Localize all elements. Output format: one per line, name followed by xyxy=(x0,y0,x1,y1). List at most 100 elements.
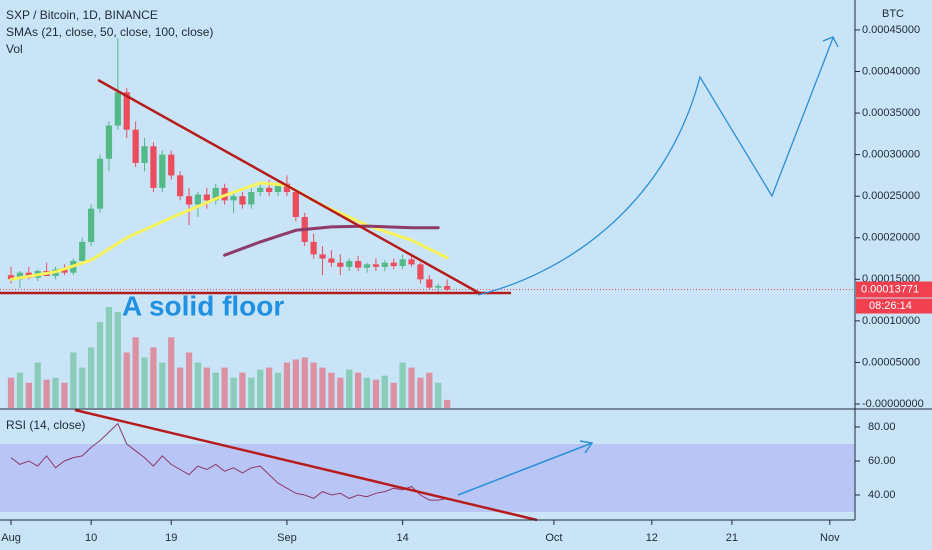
candle-body xyxy=(159,154,166,188)
volume-bar xyxy=(230,377,237,408)
volume-bar xyxy=(105,307,113,408)
candle-body xyxy=(328,258,335,263)
volume-bar xyxy=(355,372,362,408)
candle-body xyxy=(337,262,344,267)
volume-bar xyxy=(337,377,344,408)
volume-bar xyxy=(274,372,282,408)
y-tick-label: 0.00025000 xyxy=(862,190,920,202)
volume-bar xyxy=(381,375,388,408)
volume-bar xyxy=(283,362,291,408)
volume-bar xyxy=(301,357,308,408)
volume-bar xyxy=(88,347,95,408)
volume-bar xyxy=(328,372,335,408)
countdown-label: 08:26:14 xyxy=(869,300,912,312)
candle-body xyxy=(239,196,246,205)
candle-body xyxy=(319,254,326,259)
candle-body xyxy=(417,264,424,280)
candle-body xyxy=(292,192,299,217)
volume-bar xyxy=(52,377,59,408)
price-tag xyxy=(856,281,932,298)
volume-bar xyxy=(426,372,433,408)
volume-bar xyxy=(96,322,104,408)
volume-bar xyxy=(79,367,86,408)
moving-average xyxy=(223,224,440,257)
volume-bar xyxy=(417,377,424,408)
volume-bar xyxy=(372,379,380,408)
volume-bar xyxy=(292,359,299,408)
x-tick-label: Nov xyxy=(820,532,840,544)
volume-bar xyxy=(248,377,255,408)
candle-body xyxy=(177,175,184,197)
y-tick-label: 40.00 xyxy=(868,489,896,501)
candle-body xyxy=(444,285,451,290)
data-layer xyxy=(7,38,451,501)
price-tag-label: 0.00013771 xyxy=(861,283,919,295)
candle-body xyxy=(105,125,113,159)
forecast-path xyxy=(477,37,834,296)
volume-bar xyxy=(399,362,406,408)
x-tick-label: Sep xyxy=(277,532,297,544)
candle-body xyxy=(203,194,210,201)
volume-bar xyxy=(150,347,157,408)
rsi-arrowhead xyxy=(579,440,594,454)
candle-body xyxy=(132,129,139,163)
axis-label: BTC xyxy=(882,8,904,20)
x-tick-label: 14 xyxy=(397,532,409,544)
candle-body xyxy=(381,262,388,267)
volume-bar xyxy=(114,312,121,408)
candle-body xyxy=(141,146,148,163)
candle-body xyxy=(230,196,237,201)
indicator-label: SMAs (21, close, 50, close, 100, close) xyxy=(6,25,213,39)
volume-bar xyxy=(194,362,202,408)
rsi-trend-line xyxy=(74,408,538,522)
x-tick-label: 12 xyxy=(646,532,658,544)
candle-body xyxy=(372,264,380,267)
volume-bar xyxy=(168,337,175,408)
y-tick-label: 0.00010000 xyxy=(862,315,920,327)
volume-bar xyxy=(266,367,273,408)
y-tick-label: 0.00020000 xyxy=(862,232,920,244)
volume-bar xyxy=(319,367,326,408)
volume-bar xyxy=(239,372,246,408)
trend-line xyxy=(97,78,482,296)
countdown-tag xyxy=(856,298,932,314)
chart-title: SXP / Bitcoin, 1D, BINANCE xyxy=(6,8,158,22)
candle-body xyxy=(426,279,433,288)
candle-body xyxy=(185,196,193,205)
volume-bar xyxy=(212,372,219,408)
candle-body xyxy=(61,269,68,273)
front-layer: 0.00045000 0.00040000 0.00035000 0.00030000… xyxy=(1,24,932,544)
volume-bar xyxy=(25,382,32,408)
x-tick-label: Aug xyxy=(1,532,21,544)
y-tick-label: 0.00045000 xyxy=(862,24,920,36)
volume-bar xyxy=(435,382,442,408)
candle-body xyxy=(194,194,202,205)
candle-body xyxy=(248,192,255,205)
candle-body xyxy=(96,158,104,209)
x-tick-label: 21 xyxy=(726,532,738,544)
y-tick-label: 80.00 xyxy=(868,421,896,433)
rsi-title: RSI (14, close) xyxy=(6,418,85,432)
candle-body xyxy=(310,241,317,255)
candle-body xyxy=(274,183,282,193)
candle-body xyxy=(346,261,353,267)
candle-body xyxy=(408,259,415,265)
candle-body xyxy=(150,146,157,188)
candle-body xyxy=(79,241,86,262)
candle-body xyxy=(363,264,371,268)
volume-bar xyxy=(132,337,139,408)
candle-body xyxy=(257,187,264,193)
volume-bar xyxy=(159,362,166,408)
volume-bar xyxy=(70,352,77,408)
candle-body xyxy=(168,154,175,176)
volume-bar xyxy=(363,377,371,408)
x-tick-label: 19 xyxy=(165,532,177,544)
candle-body xyxy=(435,285,442,288)
forecast-arrowhead xyxy=(822,36,839,48)
y-tick-label: 0.00035000 xyxy=(862,107,920,119)
volume-bar xyxy=(7,377,15,408)
volume-bar xyxy=(141,357,148,408)
y-tick-label: 60.00 xyxy=(868,455,896,467)
annotation: A solid floor xyxy=(122,290,284,321)
